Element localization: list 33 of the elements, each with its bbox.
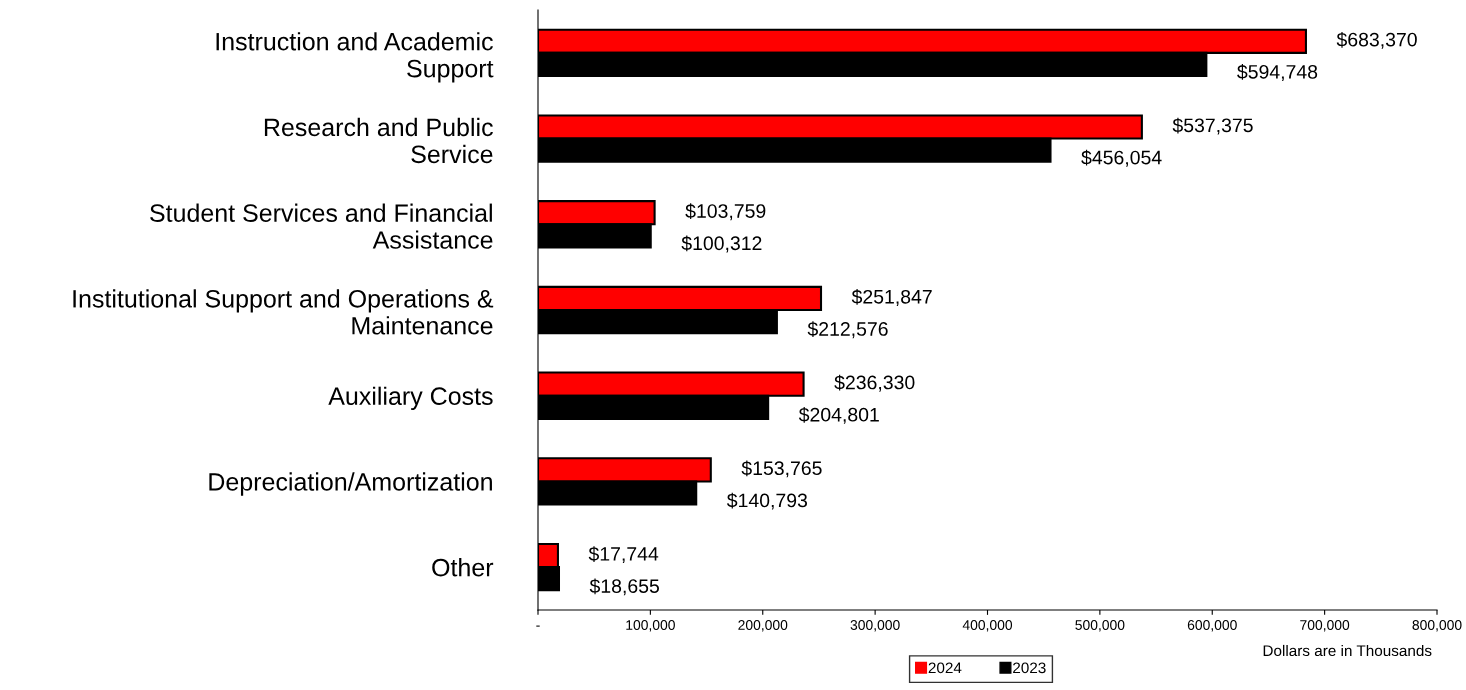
data-label: $212,576 [807,321,888,339]
data-label: $204,801 [798,406,879,424]
y-tick-label: Other [432,558,494,577]
x-tick-label: 800,000 [1412,620,1462,632]
y-tick-label: Research and Public Service [264,117,493,164]
data-label: $153,765 [741,460,822,478]
y-tick-label: Instruction and Academic Support [216,32,494,83]
data-label: $251,847 [851,289,932,306]
x-tick-label: 500,000 [1075,620,1125,632]
y-tick-label: Depreciation/Amortization [209,472,492,496]
x-tick-label: 300,000 [850,620,900,632]
data-label: $456,054 [1081,149,1162,167]
legend-label: 2023 [1013,662,1046,674]
text: Dollars are in Thousands [1263,644,1432,657]
x-tick-label: 400,000 [962,620,1013,632]
x-tick-label: 100,000 [626,620,675,632]
x-tick-label: 700,000 [1300,620,1350,632]
x-tick-label: 600,000 [1187,620,1237,632]
y-tick-label: Institutional Support and Operations & Maintenance [73,289,494,335]
data-label: $140,793 [726,492,808,510]
data-label: $683,370 [1336,31,1417,49]
data-label: $103,759 [685,203,766,221]
y-tick-label: Auxiliary Costs [328,386,493,410]
data-label: $236,330 [834,374,915,392]
x-tick-label: 200,000 [738,620,788,632]
data-label: $18,655 [589,578,659,596]
data-label: $594,748 [1237,64,1318,82]
legend-label: 2024 [928,662,962,674]
data-label: $100,312 [681,235,762,253]
data-label: $17,744 [588,546,659,564]
data-label: $537,375 [1172,117,1253,135]
x-tick-label: - [536,625,540,627]
y-tick-label: Student Services and Financial Assistance [150,203,493,249]
